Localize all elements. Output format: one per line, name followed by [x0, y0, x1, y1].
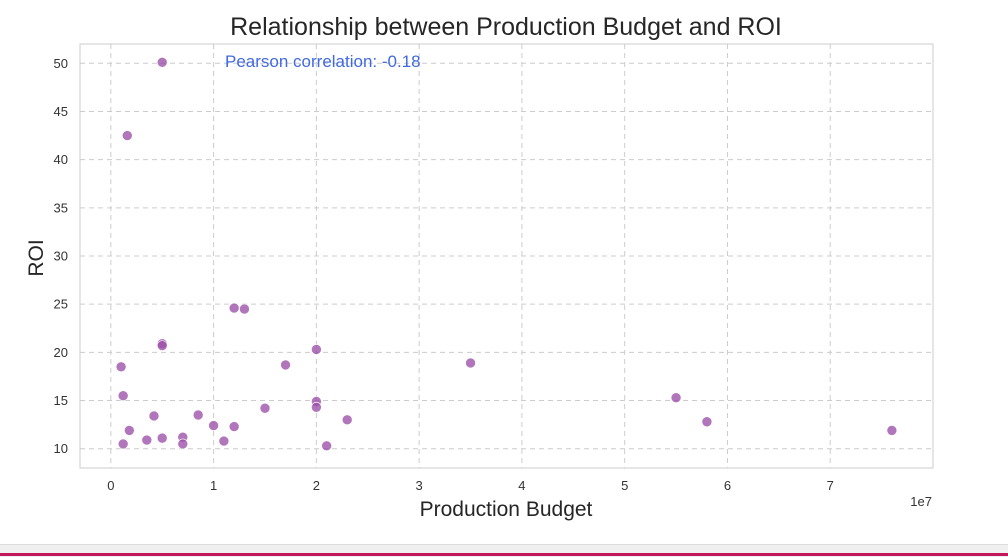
chart-title: Relationship between Production Budget a…: [230, 13, 782, 41]
x-axis-ticks: 0 1 2 3 4 5 6 7: [107, 478, 834, 493]
scatter-point: [156, 57, 168, 68]
y-axis-ticks: 10 15 20 25 30 35 40 45 50: [54, 56, 68, 456]
scatter-point: [192, 409, 204, 421]
plot-area: [79, 43, 934, 469]
correlation-annotation: Pearson correlation: -0.18: [225, 52, 421, 71]
x-axis-label: Production Budget: [420, 498, 593, 521]
x-tick-label: 1: [210, 478, 217, 493]
y-axis-label: ROI: [25, 239, 48, 276]
scatter-point: [311, 401, 322, 413]
x-tick-label: 0: [107, 478, 114, 493]
y-tick-label: 10: [54, 441, 68, 456]
scatter-point: [341, 414, 353, 426]
y-tick-label: 25: [54, 297, 68, 312]
scatter-point: [311, 344, 322, 355]
y-tick-label: 40: [54, 152, 68, 167]
x-tick-label: 4: [518, 478, 525, 493]
scatter-point: [321, 440, 332, 452]
y-tick-label: 30: [54, 249, 68, 264]
scatter-point: [465, 357, 476, 369]
x-tick-label: 2: [313, 478, 320, 493]
scatter-point: [121, 130, 133, 141]
scatter-point: [239, 303, 250, 315]
y-tick-label: 15: [54, 393, 68, 408]
scatter-point: [115, 361, 127, 373]
scatter-point: [701, 416, 713, 428]
x-tick-label: 6: [724, 478, 731, 493]
scatter-point: [117, 438, 129, 450]
scatter-point: [886, 425, 898, 436]
y-tick-label: 45: [54, 104, 68, 119]
x-tick-label: 5: [621, 478, 628, 493]
y-tick-label: 50: [54, 56, 68, 71]
x-tick-label: 7: [827, 478, 834, 493]
scatter-point: [228, 302, 240, 314]
scatter-point: [156, 432, 168, 444]
scatter-point: [228, 421, 240, 432]
x-tick-label: 3: [416, 478, 423, 493]
bottom-accent-bar: [0, 553, 1008, 556]
scatter-point: [148, 410, 160, 422]
scatter-point: [670, 392, 682, 403]
scatter-point: [218, 435, 230, 447]
y-tick-label: 35: [54, 200, 68, 215]
x-axis-offset-label: 1e7: [910, 494, 932, 509]
scatter-point: [280, 359, 291, 371]
scatter-point: [141, 434, 153, 446]
scatter-point: [208, 420, 219, 431]
scatter-point: [156, 340, 168, 351]
grid: [80, 44, 933, 468]
y-tick-label: 20: [54, 345, 68, 360]
scatter-point: [177, 438, 189, 450]
scatter-point: [124, 425, 135, 436]
scatter-point: [259, 402, 271, 414]
scatter-point: [117, 390, 129, 402]
data-points: [115, 57, 898, 452]
